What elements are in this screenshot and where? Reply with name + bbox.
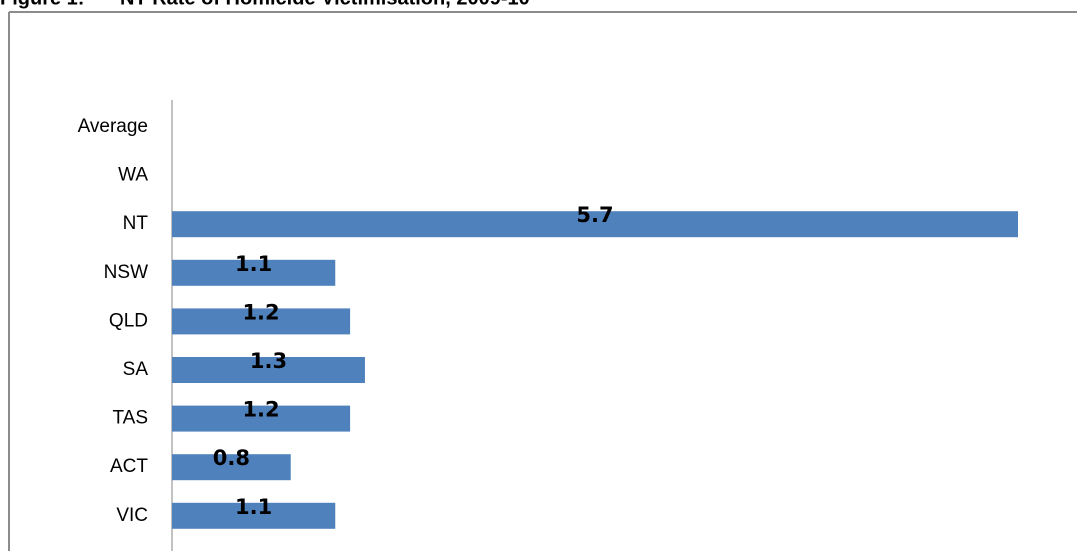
y-tick-label: NSW bbox=[104, 262, 148, 283]
data-label: 1.2 bbox=[242, 398, 279, 422]
bar bbox=[172, 259, 336, 286]
y-tick-label: Average bbox=[78, 116, 148, 137]
data-label: 1.3 bbox=[250, 349, 287, 373]
data-label: 5.7 bbox=[576, 203, 613, 227]
bar bbox=[172, 308, 351, 335]
y-tick-label: VIC bbox=[116, 505, 148, 526]
data-label: 0.8 bbox=[213, 446, 250, 470]
bar bbox=[172, 357, 365, 383]
bar bbox=[172, 502, 336, 529]
bar bbox=[172, 211, 1018, 238]
y-tick-label: QLD bbox=[109, 310, 148, 331]
y-tick-label: NT bbox=[123, 213, 149, 234]
y-tick-label: TAS bbox=[112, 408, 148, 429]
figure-label: Figure 1: bbox=[0, 0, 84, 9]
y-tick-label: WA bbox=[118, 165, 148, 186]
data-label: 1.1 bbox=[235, 495, 272, 519]
bar bbox=[172, 405, 351, 432]
bar bbox=[172, 454, 291, 481]
y-tick-label: ACT bbox=[110, 456, 148, 477]
data-label: 1.2 bbox=[242, 300, 279, 324]
chart-title: NT Rate of Homicide Victimisation, 2009-… bbox=[120, 0, 530, 9]
data-label: 1.1 bbox=[235, 252, 272, 276]
y-tick-label: SA bbox=[123, 359, 149, 380]
